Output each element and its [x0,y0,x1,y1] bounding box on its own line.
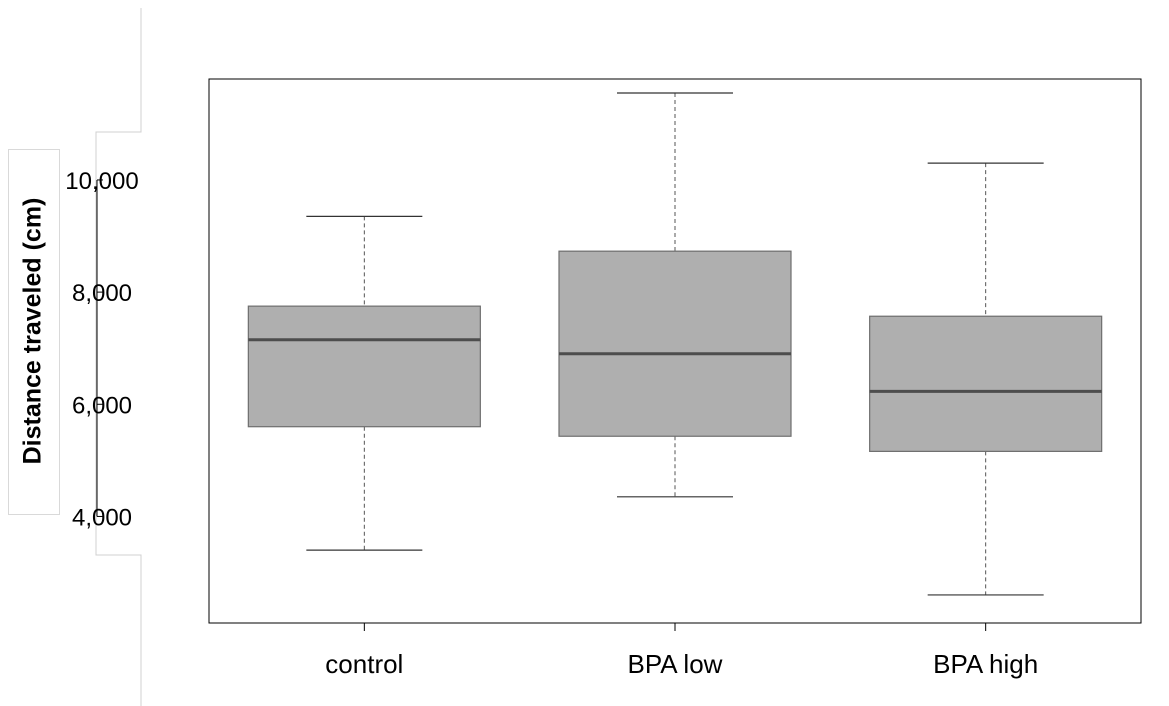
axis-bracket [95,8,142,706]
box-0 [247,215,481,551]
y-tick-label: 8,000 [72,280,132,307]
y-tick-label: 6,000 [72,392,132,419]
y-tick-label: 10,000 [65,168,138,195]
y-axis-label: Distance traveled (cm) [18,197,47,465]
axis-bracket-line [95,8,142,706]
y-axis: 4,000 6,000 8,000 10,000 [65,168,138,531]
iqr-box [869,315,1103,452]
iqr-box [247,305,481,428]
iqr-box [558,250,792,437]
x-tick-label: BPA low [628,649,723,679]
box-2 [869,162,1103,596]
x-axis: control BPA low BPA high [325,623,1038,679]
x-tick-label: control [325,649,403,679]
x-tick-label: BPA high [933,649,1038,679]
y-axis-label-frame [8,149,60,515]
boxes-group [247,92,1103,596]
box-1 [558,92,792,498]
y-tick-label: 4,000 [72,504,132,531]
